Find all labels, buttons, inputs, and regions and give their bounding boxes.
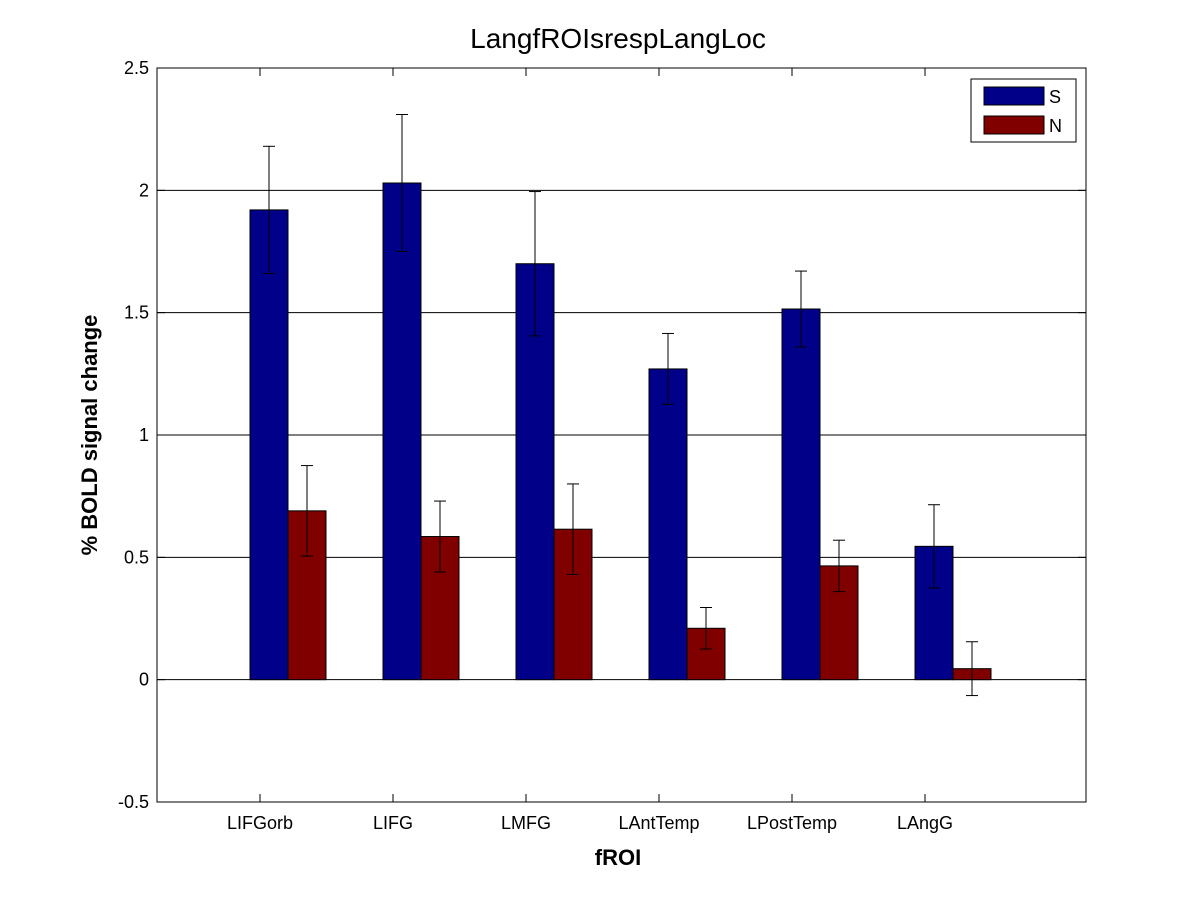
bar-s: [648, 368, 688, 681]
legend-swatch-n: [983, 115, 1045, 135]
x-axis-label: fROI: [595, 845, 641, 870]
axis-ticks: -0.5 0 0.5 1 1.5 2 2.5 LIFGorb LIFG LMFG LAntTemp L…: [118, 58, 1086, 833]
bar-s: [382, 182, 422, 681]
x-tick-label: LAntTemp: [618, 813, 699, 833]
x-tick-label: LAngG: [897, 813, 953, 833]
x-tick-label: LIFGorb: [227, 813, 293, 833]
y-tick-label: 2: [139, 180, 149, 200]
legend: S N: [970, 78, 1077, 143]
legend-swatch-s: [983, 86, 1045, 106]
legend-label-n: N: [1049, 116, 1062, 136]
x-tick-label: LIFG: [373, 813, 413, 833]
y-axis-label: % BOLD signal change: [77, 315, 102, 556]
error-bars: [263, 113, 978, 697]
bars: [249, 182, 992, 681]
y-tick-label: 1: [139, 425, 149, 445]
bar-s: [781, 308, 821, 681]
x-tick-label: LPostTemp: [747, 813, 837, 833]
y-tick-label: 2.5: [124, 58, 149, 78]
y-tick-label: -0.5: [118, 792, 149, 812]
y-tick-label: 0: [139, 670, 149, 690]
y-tick-label: 0.5: [124, 547, 149, 567]
bar-s: [249, 209, 289, 681]
legend-label-s: S: [1049, 87, 1061, 107]
chart-title: LangfROIsrespLangLoc: [470, 23, 766, 54]
x-tick-label: LMFG: [501, 813, 551, 833]
y-tick-label: 1.5: [124, 303, 149, 323]
